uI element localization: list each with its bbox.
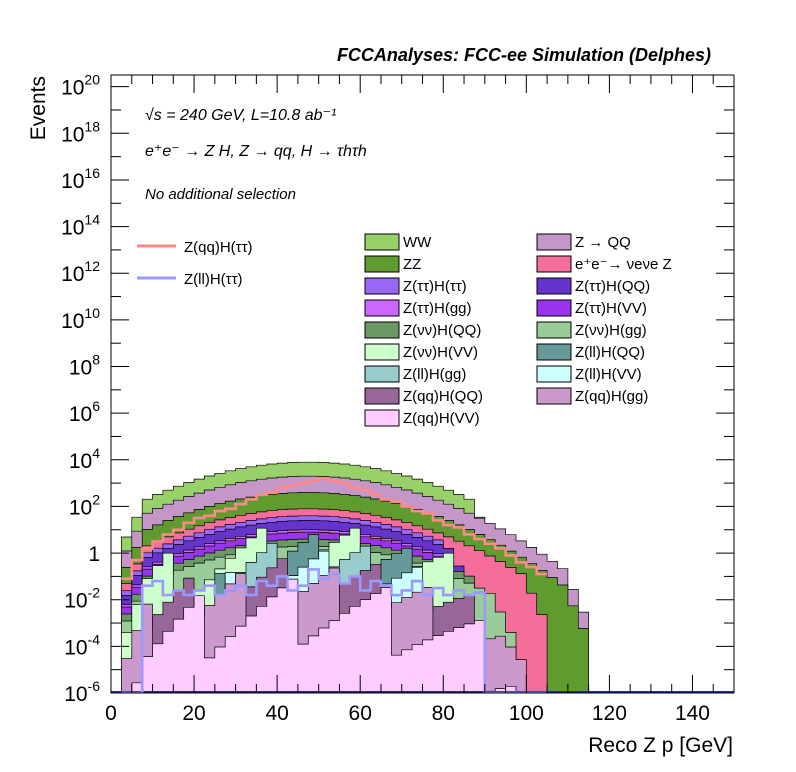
legend-label: ZZ [403, 256, 421, 273]
legend-label: Z(qq)H(gg) [575, 388, 648, 405]
legend-swatch-z-h-vv [364, 343, 400, 361]
legend-swatch-z-qq-h-qq [364, 387, 400, 405]
legend-label: Z(qq)H(VV) [403, 410, 480, 427]
x-tick-label: 120 [592, 702, 627, 725]
legend-label: Z(qq)H(ττ) [184, 239, 253, 256]
x-tick-label: 100 [509, 702, 544, 725]
legend-label: Z(νν)H(QQ) [403, 322, 481, 339]
y-tick-label: 1014 [61, 212, 100, 240]
y-tick-label: 1020 [61, 72, 100, 100]
legend-label: Z(ττ)H(VV) [575, 300, 647, 317]
signal-z-ll-h [121, 568, 548, 693]
x-tick-label: 40 [265, 702, 288, 725]
legend-swatch-ww [364, 233, 400, 251]
x-tick-label: 20 [182, 702, 205, 725]
y-tick-label: 102 [69, 491, 100, 519]
signal-layer [121, 477, 548, 693]
legend-label: Z(ll)H(gg) [403, 366, 466, 383]
y-tick-label: 10-4 [64, 631, 100, 659]
x-tick-label: 0 [105, 702, 117, 725]
legend-swatch-z-h-qq [364, 321, 400, 339]
y-tick-label: 1018 [61, 118, 100, 146]
y-axis-label: Events [27, 76, 50, 140]
annotation-energy: √s = 240 GeV, L=10.8 ab⁻¹ [145, 107, 336, 124]
legend-label: Z(ττ)H(ττ) [403, 278, 467, 295]
legend-swatch-zz [364, 255, 400, 273]
x-tick-labels: 0 20 40 60 80 100 120 140 [105, 702, 710, 725]
y-tick-label: 10-6 [64, 678, 100, 706]
legend-swatch-z-h-vv [536, 299, 572, 317]
y-tick-label: 1 [88, 543, 100, 566]
legend-swatch-z-qq-h-gg [536, 387, 572, 405]
legend-swatch-z-ll-h-gg [364, 365, 400, 383]
legend-swatch-z-h-gg [364, 299, 400, 317]
x-tick-label: 80 [432, 702, 455, 725]
legend-swatch-z-qq-h-vv [364, 409, 400, 427]
x-tick-label: 140 [675, 702, 710, 725]
y-tick-label: 1012 [61, 258, 100, 286]
x-tick-label: 60 [349, 702, 372, 725]
legend-label: e⁺e⁻→ νeνe Z [575, 256, 672, 273]
legend-label: Z(ττ)H(QQ) [575, 278, 650, 295]
legend-label: Z(qq)H(QQ) [403, 388, 483, 405]
y-tick-label: 1016 [61, 165, 100, 193]
y-tick-label: 108 [69, 352, 100, 380]
y-tick-labels: 10-6 10-4 10-2 1 102 104 106 108 1010 1012 1014 101… [61, 72, 100, 706]
legend: Z(qq)H(ττ) Z(ll)H(ττ) WW ZZ Z(ττ)H(ττ) Z(ττ)H… [137, 233, 672, 427]
legend-label: Z(ll)H(QQ) [575, 344, 645, 361]
legend-swatch-z-h-gg [536, 321, 572, 339]
legend-swatch-z-ll-h-vv [536, 365, 572, 383]
legend-label: Z → QQ [575, 234, 631, 251]
legend-label: Z(ττ)H(gg) [403, 300, 472, 317]
legend-swatch-e-e-e-e-z [536, 255, 572, 273]
legend-label: WW [403, 234, 432, 251]
legend-label: Z(ll)H(VV) [575, 366, 642, 383]
y-tick-label: 106 [69, 398, 100, 426]
axis-ticks [110, 75, 735, 694]
legend-swatch-z-h-qq [536, 277, 572, 295]
x-axis-label: Reco Z p [GeV] [588, 734, 733, 757]
legend-label: Z(ll)H(ττ) [184, 271, 243, 288]
legend-swatch-z-qq [536, 233, 572, 251]
legend-swatch-z-ll-h-qq [536, 343, 572, 361]
stack-layer [111, 461, 734, 693]
annotation-selection: No additional selection [145, 186, 296, 203]
signal-z-qq-h [121, 477, 548, 580]
annotation-process: e⁺e⁻ → Z H, Z → qq, H → τhτh [145, 143, 367, 160]
stack-z-qq-h-vv [121, 578, 537, 693]
legend-swatch-z-h [364, 277, 400, 295]
legend-label: Z(νν)H(gg) [575, 322, 647, 339]
legend-label: Z(νν)H(VV) [403, 344, 478, 361]
chart-title: FCCAnalyses: FCC-ee Simulation (Delphes) [337, 45, 711, 65]
y-tick-label: 10-2 [64, 585, 100, 613]
y-tick-label: 104 [69, 445, 100, 473]
y-tick-label: 1010 [61, 305, 100, 333]
